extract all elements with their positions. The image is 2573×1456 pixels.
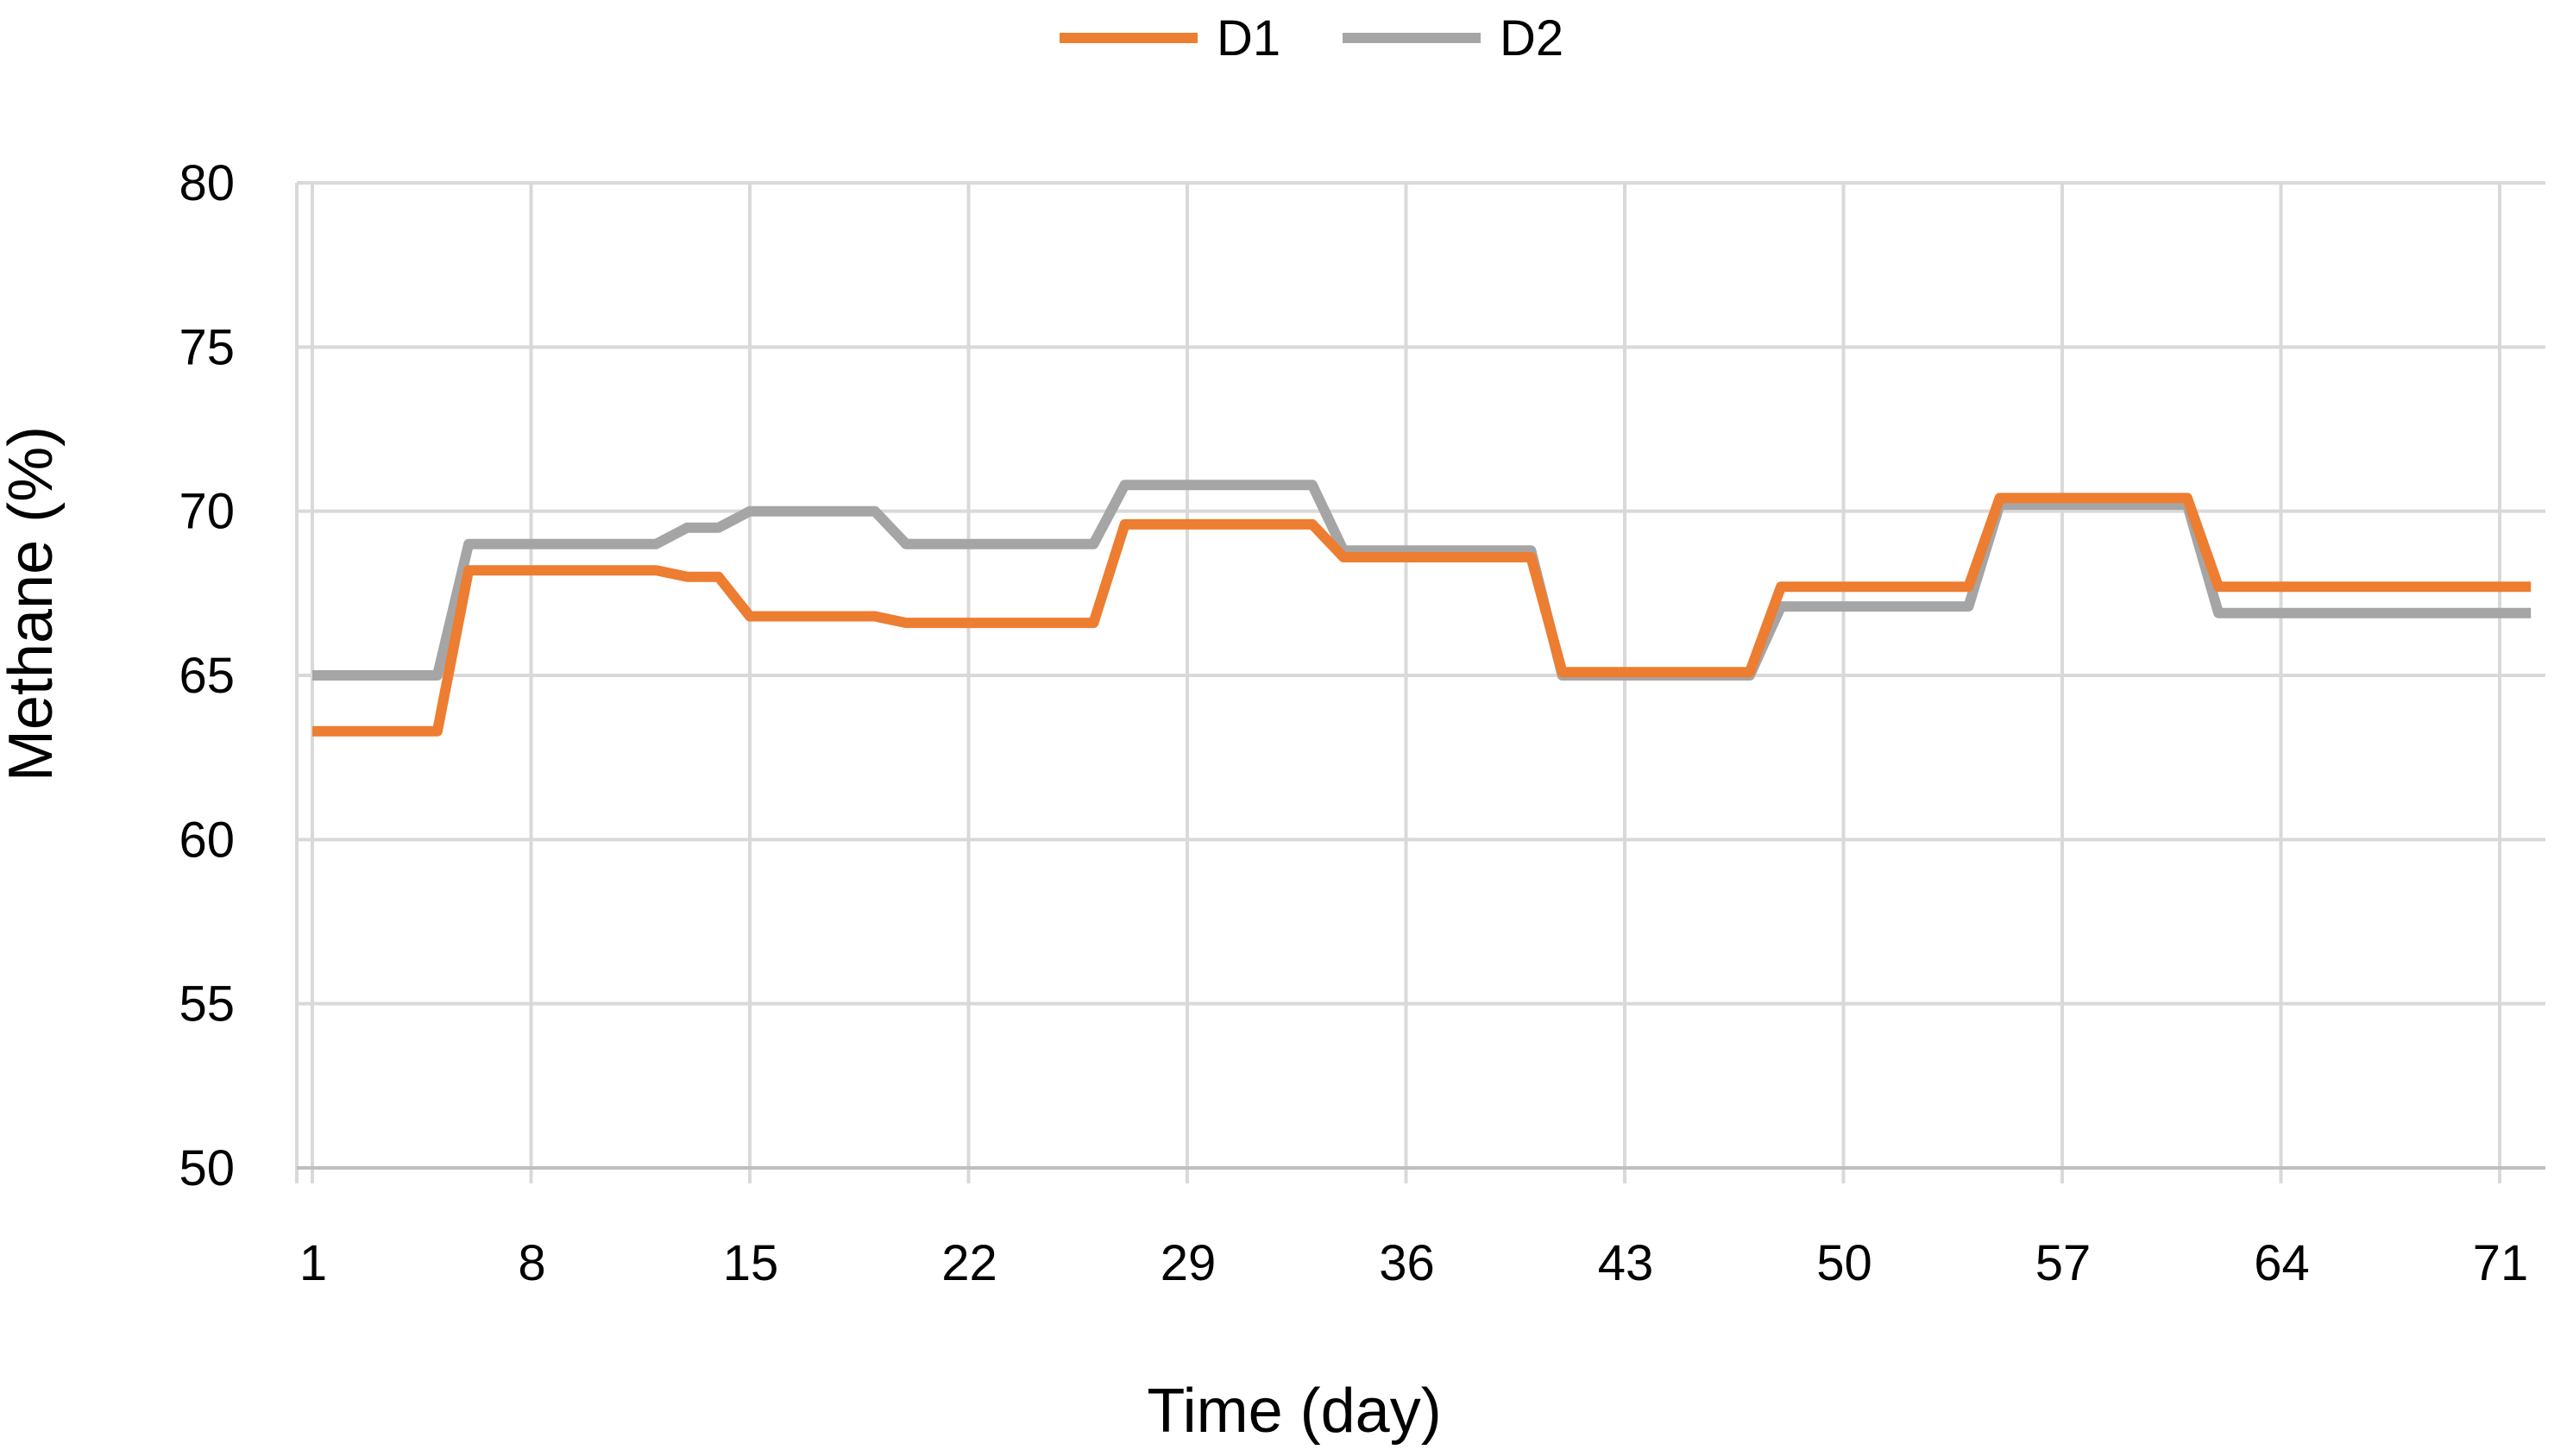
x-tick-label: 64 (2254, 1235, 2310, 1291)
y-axis-label: Methane (%) (0, 426, 66, 781)
y-tick-label: 80 (179, 155, 235, 211)
x-axis-ticks: 1 8 15 22 29 36 43 50 57 64 71 (299, 1235, 2528, 1291)
series-lines (312, 480, 2532, 737)
x-tick-label: 22 (941, 1235, 997, 1291)
y-tick-label: 50 (179, 1140, 235, 1196)
x-tick-label: 43 (1598, 1235, 1654, 1291)
x-tick-label: 8 (518, 1235, 545, 1291)
legend-label-d2: D2 (1500, 10, 1563, 66)
x-tick-label: 1 (299, 1235, 327, 1291)
x-tick-label: 50 (1816, 1235, 1872, 1291)
x-tick-label: 29 (1161, 1235, 1217, 1291)
x-tick-label: 57 (2035, 1235, 2092, 1291)
y-axis-ticks: 50 55 60 65 70 75 80 (179, 155, 235, 1196)
legend-label-d1: D1 (1217, 10, 1280, 66)
y-tick-label: 65 (179, 648, 235, 704)
y-tick-label: 70 (179, 484, 235, 540)
x-axis-label: Time (day) (1147, 1377, 1441, 1446)
y-tick-label: 60 (179, 812, 235, 868)
y-tick-label: 55 (179, 976, 235, 1032)
series-line-d1 (312, 493, 2532, 737)
x-tick-label: 15 (723, 1235, 779, 1291)
gridlines (295, 181, 2545, 1183)
legend: D1 D2 (1060, 10, 1563, 66)
y-tick-label: 75 (179, 319, 235, 375)
x-tick-label: 36 (1379, 1235, 1435, 1291)
x-tick-label: 71 (2473, 1235, 2529, 1291)
